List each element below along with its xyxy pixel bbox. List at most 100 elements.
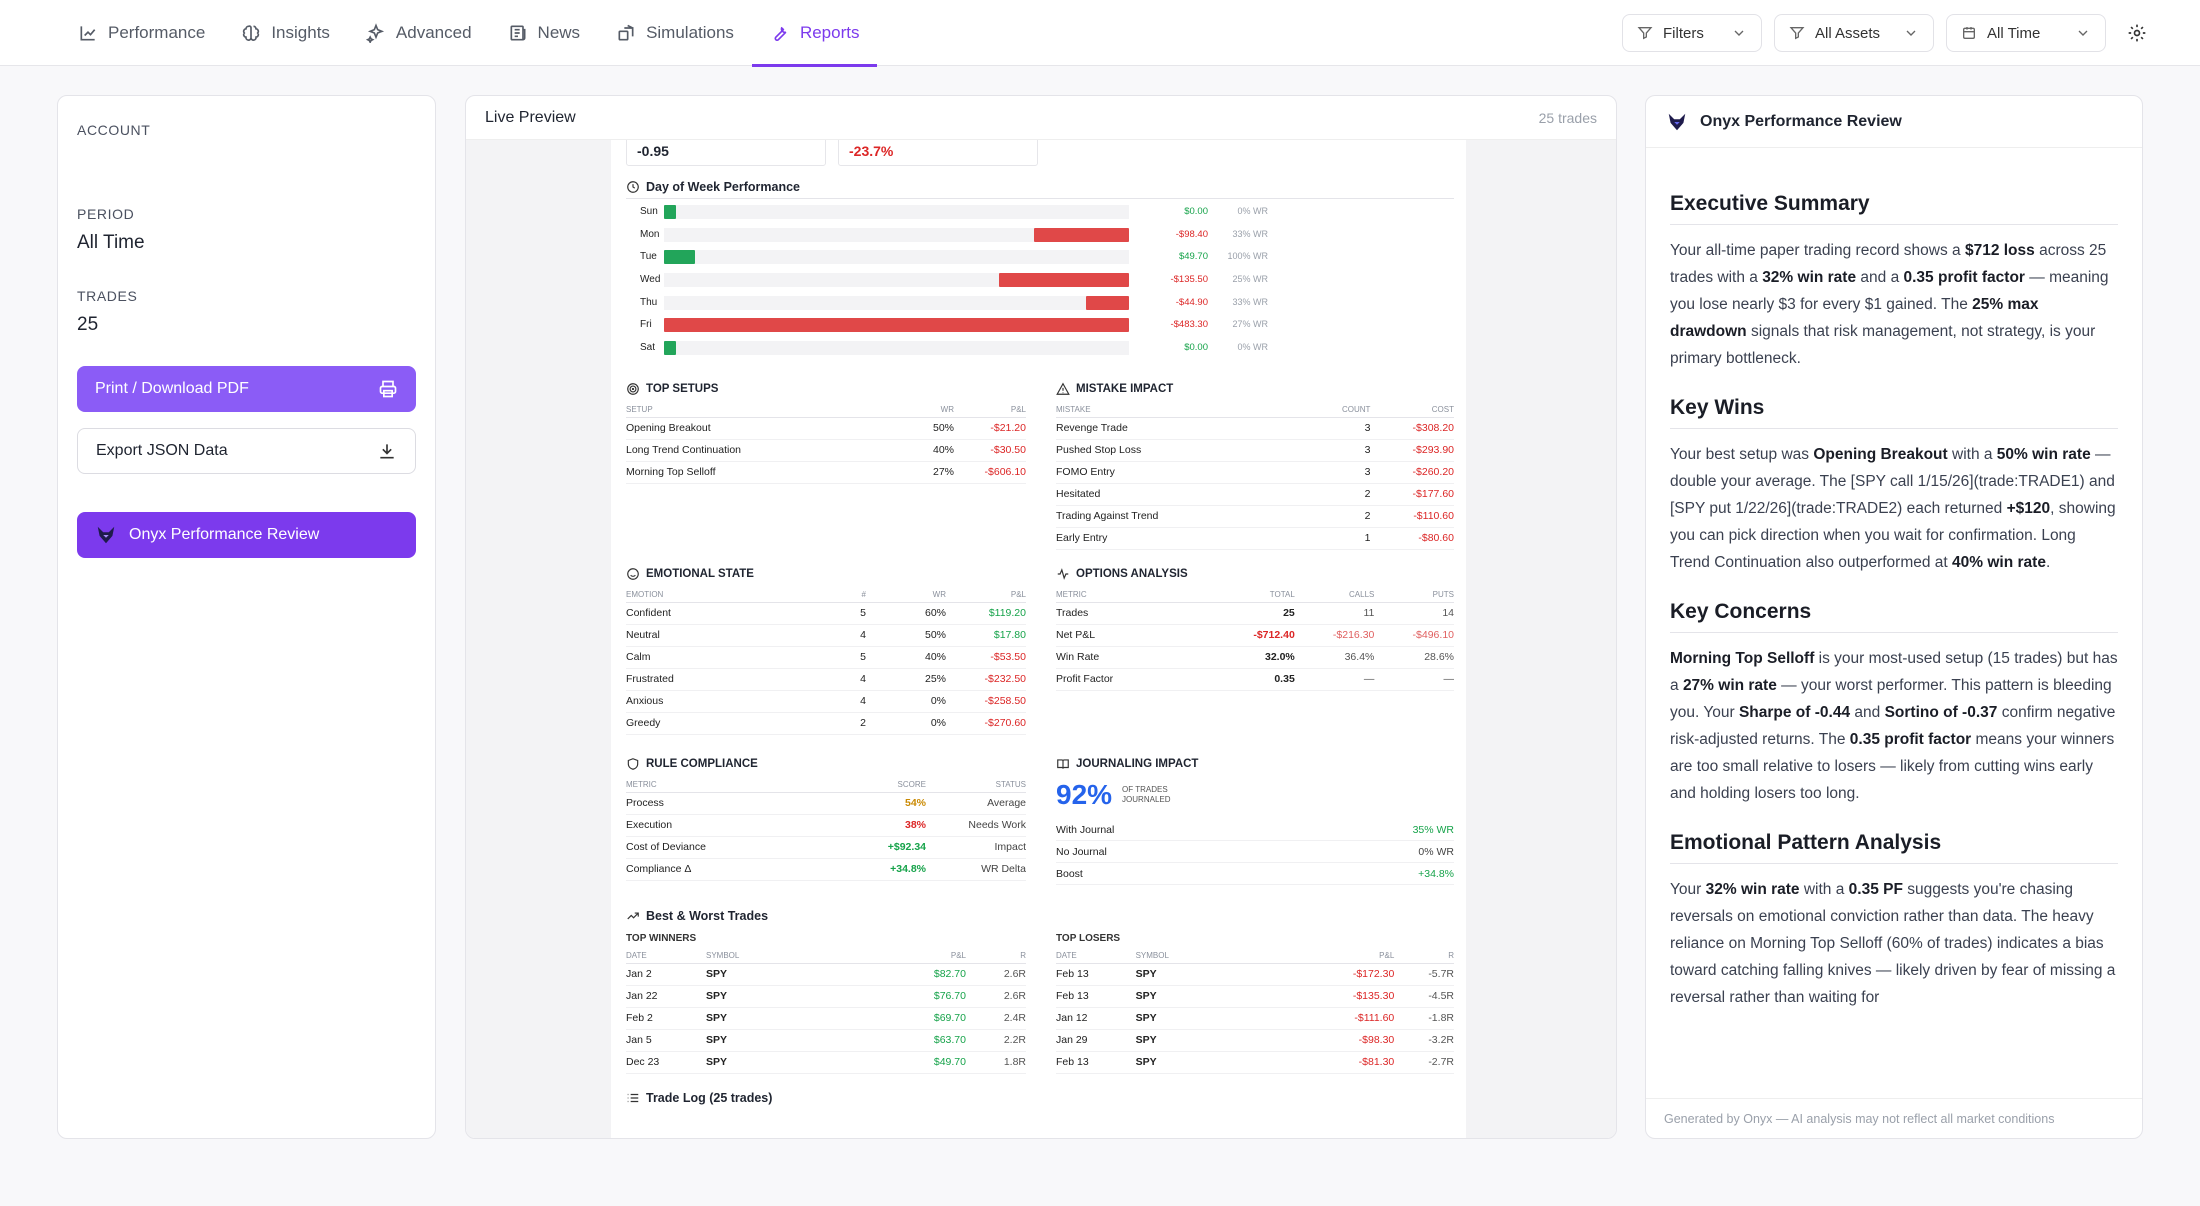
trade-log-label: Trade Log (25 trades) [646, 1090, 773, 1105]
options-analysis-title: Options Analysis [1056, 567, 1454, 581]
trade-log-title: Trade Log (25 trades) [626, 1091, 1451, 1105]
dow-day: Wed [640, 274, 661, 286]
table-cell: Win Rate [1056, 646, 1216, 669]
table-cell: $63.70 [866, 1029, 966, 1052]
assets-dropdown[interactable]: All Assets [1774, 14, 1934, 52]
divider [626, 198, 1454, 199]
table-cell: SPY [1135, 1029, 1295, 1052]
dow-row: Tue $49.70 100% WR [626, 246, 1451, 269]
table-cell: -$496.10 [1374, 624, 1454, 647]
export-json-button[interactable]: Export JSON Data [77, 428, 416, 474]
table-cell: Early Entry [1056, 527, 1287, 550]
onyx-review-button[interactable]: Onyx Performance Review [77, 512, 416, 558]
dow-title: Day of Week Performance [646, 180, 800, 194]
column-header: EMOTION [626, 586, 818, 603]
filters-dropdown[interactable]: Filters [1622, 14, 1762, 52]
table-cell: 50% [906, 417, 954, 440]
table-cell: 0% [866, 712, 946, 735]
preview-canvas[interactable]: -0.95 -23.7% Day of Week Performance Sun $… [466, 140, 1616, 1138]
table-cell: 2.6R [966, 985, 1026, 1008]
onyx-review-header: Onyx Performance Review [1646, 96, 2142, 148]
stat-cards-row: -0.95 -23.7% [626, 140, 1451, 166]
tab-label: Simulations [646, 23, 734, 42]
table-cell: -$111.60 [1294, 1007, 1395, 1030]
account-select-area[interactable] [77, 138, 416, 206]
top-setups-title: Top Setups [626, 382, 1026, 396]
review-paragraph: Your 32% win rate with a 0.35 PF suggest… [1670, 881, 2116, 1006]
table-cell: Confident [626, 602, 818, 625]
table-cell: Greedy [626, 712, 818, 735]
journal-summary: 92% OF TRADES JOURNALED [1056, 779, 1454, 811]
column-header: SETUP [626, 401, 906, 418]
table-cell: SPY [1135, 1007, 1295, 1030]
column-header: METRIC [1056, 586, 1216, 603]
table-row: Hesitated 2 -$177.60 [1056, 483, 1454, 506]
table-cell: Revenge Trade [1056, 417, 1287, 440]
dow-bar [998, 273, 1129, 288]
assets-label: All Assets [1815, 24, 1881, 42]
tab-bar: Performance Insights Advanced News Simulatio… [60, 0, 878, 67]
table-cell: 54% [826, 792, 926, 815]
table-row: Jan 22 SPY $76.70 2.6R [626, 985, 1026, 1008]
column-header: P&L [946, 586, 1026, 603]
dow-pnl: -$98.40 [1175, 228, 1208, 240]
table-cell: -4.5R [1394, 985, 1454, 1008]
table-cell: Morning Top Selloff [626, 461, 906, 484]
table-cell: -$606.10 [954, 461, 1026, 484]
column-header: CALLS [1294, 586, 1375, 603]
table-cell: SPY [1135, 1051, 1295, 1074]
dow-winrate: 100% WR [1227, 251, 1268, 262]
table-row: Opening Breakout 50% -$21.20 [626, 417, 1026, 440]
print-download-button[interactable]: Print / Download PDF [77, 366, 416, 412]
table-row: Revenge Trade 3 -$308.20 [1056, 417, 1454, 440]
table-cell: Compliance Δ [626, 858, 826, 881]
sparkles-icon [365, 23, 384, 43]
table-cell: 14 [1374, 602, 1454, 625]
table-cell: 36.4% [1294, 646, 1375, 669]
chevron-down-icon [1906, 30, 1916, 36]
tab-news[interactable]: News [490, 0, 599, 66]
table-cell: 2 [818, 712, 866, 735]
dow-winrate: 25% WR [1232, 274, 1268, 285]
journal-grid: With Journal 35% WR No Journal 0% WR Boost +3… [1056, 818, 1454, 886]
table-cell: 0% WR [1288, 840, 1454, 864]
review-paragraph: Morning Top Selloff is your most-used se… [1670, 650, 2118, 802]
table-cell: 40% [866, 646, 946, 669]
tab-insights[interactable]: Insights [223, 0, 348, 66]
settings-button[interactable] [2118, 14, 2156, 52]
tab-performance[interactable]: Performance [60, 0, 223, 66]
onyx-review-body[interactable]: Executive Summary Your all-time paper tra… [1646, 148, 2142, 1108]
table-cell: -3.2R [1394, 1029, 1454, 1052]
table-row: No Journal 0% WR [1056, 840, 1454, 864]
dow-track [664, 295, 1129, 310]
tab-reports[interactable]: Reports [751, 0, 878, 67]
table-cell: Jan 29 [1056, 1029, 1136, 1052]
time-range-dropdown[interactable]: All Time [1946, 14, 2106, 52]
table-cell: 0% [866, 690, 946, 713]
table-cell: 4 [818, 624, 866, 647]
trades-value: 25 [77, 314, 99, 335]
table-cell: Cost of Deviance [626, 836, 826, 859]
dow-pnl: $0.00 [1184, 342, 1208, 354]
filter-icon [1789, 27, 1805, 40]
dow-pnl: $49.70 [1178, 251, 1208, 263]
live-preview-title: Live Preview [485, 108, 576, 126]
emotional-state-label: Emotional State [646, 567, 754, 580]
table-row: Feb 2 SPY $69.70 2.4R [626, 1007, 1026, 1030]
review-heading: Key Concerns [1670, 600, 2118, 633]
table-cell: -$135.30 [1294, 985, 1395, 1008]
table-cell: Profit Factor [1056, 668, 1216, 691]
rules-journal-row: Rule Compliance METRIC SCORE STATUS Process 5… [626, 757, 1454, 907]
table-cell: 1 [1286, 527, 1371, 550]
live-preview-header: Live Preview 25 trades [466, 96, 1616, 140]
best-worst-title: Best & Worst Trades [626, 909, 1451, 923]
simulation-icon [618, 24, 634, 41]
review-paragraph: Your best setup was Opening Breakout wit… [1670, 446, 2116, 571]
column-header: SYMBOL [1135, 947, 1295, 964]
table-cell: Average [926, 792, 1026, 815]
tab-simulations[interactable]: Simulations [598, 0, 752, 66]
tab-advanced[interactable]: Advanced [348, 0, 490, 66]
best-worst-row: TOP WINNERS DATE SYMBOL P&L R Jan 2 SPY $82.70 2… [626, 933, 1454, 1091]
table-cell: Feb 2 [626, 1007, 706, 1030]
column-header: STATUS [926, 776, 1026, 793]
